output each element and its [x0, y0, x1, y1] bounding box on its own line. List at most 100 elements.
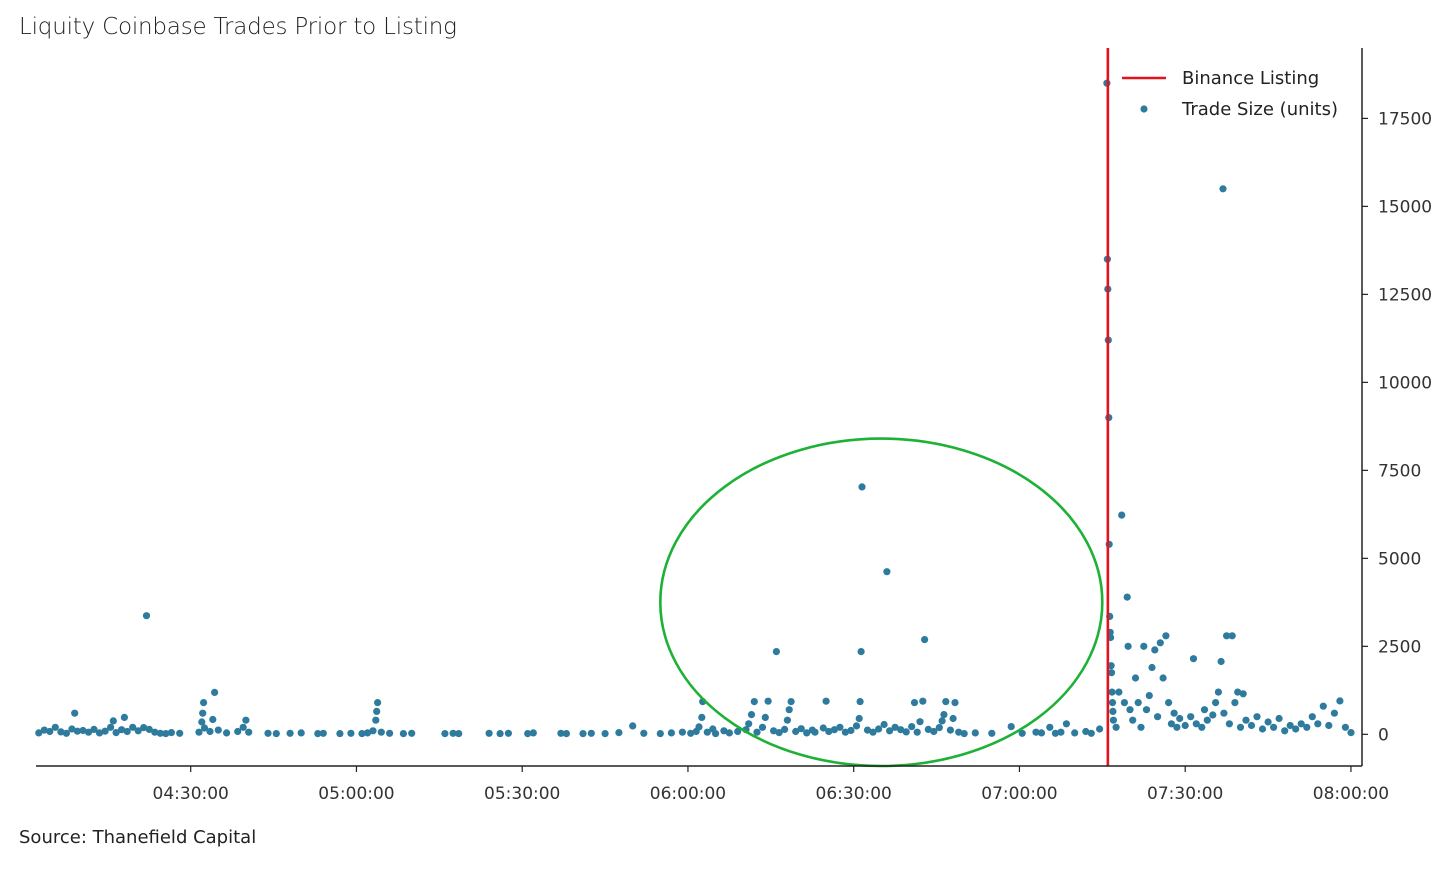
data-point [264, 729, 272, 737]
data-point [1046, 723, 1054, 731]
data-point [919, 697, 927, 705]
data-point [869, 728, 877, 736]
data-point [940, 711, 948, 719]
data-point [120, 713, 128, 722]
data-point [1120, 699, 1128, 707]
legend-label: Binance Listing [1182, 68, 1319, 89]
data-point [883, 568, 891, 576]
data-point [1234, 688, 1242, 696]
data-point [118, 726, 126, 734]
x-tick-label: 04:30:00 [153, 784, 229, 804]
data-point [374, 699, 382, 707]
chart-title: Liquity Coinbase Trades Prior to Listing [19, 14, 457, 40]
data-point [579, 730, 587, 738]
data-point [855, 714, 863, 723]
data-point [372, 716, 380, 724]
data-point [764, 697, 772, 705]
data-point [1156, 639, 1164, 647]
data-point [1032, 728, 1040, 736]
data-point [656, 730, 664, 738]
x-tick-label: 08:00:00 [1313, 784, 1389, 804]
data-point [910, 699, 919, 707]
data-point [1281, 727, 1289, 735]
data-point [1325, 721, 1333, 730]
data-point [51, 723, 59, 731]
data-point [1142, 706, 1151, 714]
data-point [1319, 702, 1327, 710]
data-point [199, 709, 207, 717]
x-tick-label: 06:30:00 [816, 784, 892, 804]
data-point [1219, 185, 1227, 193]
data-point [1037, 729, 1046, 737]
data-point [1057, 728, 1065, 736]
data-point [40, 726, 48, 734]
data-point [57, 728, 65, 736]
data-point [819, 724, 827, 732]
data-point [753, 728, 761, 736]
data-point [1330, 709, 1338, 717]
data-point [908, 723, 916, 731]
data-point [1203, 716, 1211, 724]
data-point [772, 648, 781, 656]
data-point [1341, 723, 1349, 731]
data-point [408, 729, 416, 737]
data-point [129, 723, 137, 731]
data-point [1173, 723, 1181, 731]
data-point [1200, 706, 1209, 714]
data-point [1109, 716, 1117, 724]
data-point [935, 724, 943, 732]
data-point [988, 729, 996, 737]
data-point [101, 727, 109, 735]
data-point [1236, 723, 1245, 731]
x-tick-label: 05:30:00 [484, 784, 560, 804]
data-point [1051, 729, 1059, 737]
data-point [695, 723, 703, 731]
data-point [629, 722, 637, 730]
data-point [140, 724, 148, 732]
data-point [211, 688, 219, 697]
data-point [761, 713, 769, 722]
data-point [557, 729, 565, 737]
data-point [857, 648, 865, 656]
data-point [875, 725, 883, 733]
data-point [841, 728, 850, 736]
y-tick-label: 2500 [1378, 637, 1421, 657]
data-point [830, 726, 839, 734]
data-point [1170, 709, 1178, 717]
data-point [615, 729, 623, 737]
data-point [1140, 642, 1148, 650]
data-point [863, 726, 872, 734]
data-point [1167, 720, 1175, 728]
data-point [1118, 511, 1126, 519]
data-point [151, 728, 159, 736]
data-point [1214, 688, 1222, 696]
data-point [1087, 729, 1095, 737]
data-point [847, 726, 855, 735]
data-point [938, 717, 946, 725]
data-point [496, 730, 504, 738]
data-point [449, 729, 457, 737]
data-point [1176, 714, 1184, 723]
x-tick-label: 06:00:00 [650, 784, 726, 804]
data-point [1314, 720, 1322, 728]
data-point [924, 725, 932, 734]
x-tick-label: 05:00:00 [318, 784, 394, 804]
data-point [1129, 716, 1137, 724]
data-point [297, 729, 305, 737]
data-point [698, 713, 706, 722]
data-point [156, 729, 164, 737]
highlight-ellipse [658, 437, 1104, 768]
data-point [770, 727, 778, 735]
data-point [1297, 720, 1305, 728]
data-point [951, 699, 959, 707]
data-point [1231, 699, 1239, 707]
data-point [792, 727, 800, 736]
data-point [758, 723, 767, 731]
data-point [1217, 657, 1225, 666]
x-tick-label: 07:00:00 [981, 784, 1057, 804]
data-point [1165, 699, 1173, 707]
data-point [234, 727, 242, 736]
data-point [455, 730, 463, 738]
data-point [71, 709, 79, 717]
data-point [1223, 632, 1231, 640]
